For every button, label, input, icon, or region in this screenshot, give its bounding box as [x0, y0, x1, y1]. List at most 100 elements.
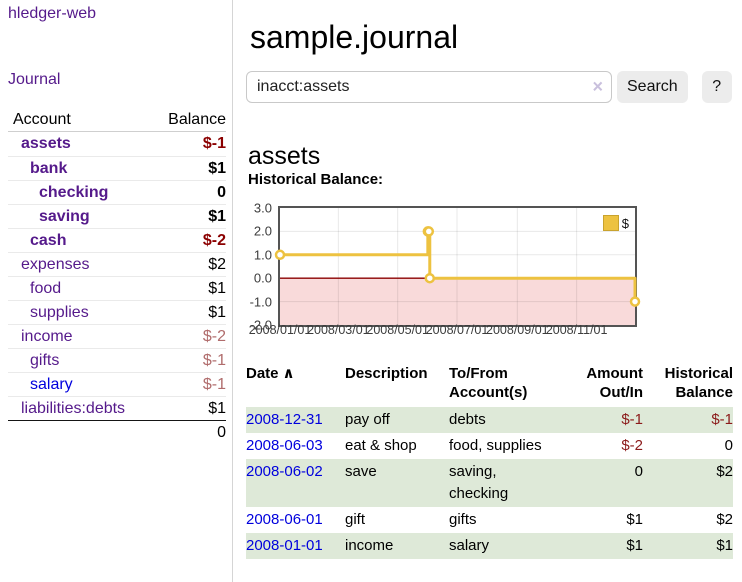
register-cell-description: pay off — [345, 407, 449, 433]
help-button[interactable]: ? — [702, 71, 732, 103]
account-link[interactable]: cash — [8, 232, 66, 250]
data-point — [425, 227, 433, 235]
register-col-historical: HistoricalBalance — [643, 362, 733, 407]
account-row-gifts: gifts $-1 — [8, 348, 226, 372]
account-link[interactable]: gifts — [8, 352, 59, 370]
account-balance: $1 — [208, 208, 226, 226]
account-balance: $-1 — [203, 135, 226, 153]
register-cell-accounts: saving, checking — [449, 459, 553, 507]
hledger-web-app: hledger-web Journal Account Balance asse… — [0, 0, 742, 582]
search-input[interactable] — [246, 71, 612, 103]
register-cell-description: save — [345, 459, 449, 507]
sidebar-item-journal[interactable]: Journal — [8, 71, 60, 89]
register-cell-balance: $-1 — [643, 407, 733, 433]
account-link[interactable]: food — [8, 280, 61, 298]
brand-link[interactable]: hledger-web — [8, 5, 96, 23]
register-cell-amount: $1 — [553, 533, 643, 559]
register-row: 2008-06-01giftgifts$1$2 — [246, 507, 733, 533]
account-balance: $1 — [208, 160, 226, 178]
account-link[interactable]: bank — [8, 160, 67, 178]
register-cell-accounts: gifts — [449, 507, 553, 533]
transaction-date-link[interactable]: 2008-06-02 — [246, 463, 323, 480]
legend-label: $ — [622, 216, 629, 231]
account-row-supplies: supplies $1 — [8, 300, 226, 324]
data-point — [631, 298, 639, 306]
x-axis-tick-label: 2008/09/01 — [486, 323, 549, 337]
register-cell-amount: $1 — [553, 507, 643, 533]
account-balance: $-1 — [203, 352, 226, 370]
transaction-date-link[interactable]: 2008-12-31 — [246, 411, 323, 428]
x-axis-tick-label: 2008/01/01 — [249, 323, 312, 337]
x-axis-tick-label: 2008/03/01 — [307, 323, 370, 337]
register-col-date[interactable]: Date∧ — [246, 362, 345, 407]
account-row-bank: bank $1 — [8, 156, 226, 180]
chart-legend: $ — [603, 215, 629, 231]
transaction-date-link[interactable]: 2008-01-01 — [246, 537, 323, 554]
account-row-salary: salary $-1 — [8, 372, 226, 396]
x-axis-tick-label: 2008/07/01 — [426, 323, 489, 337]
account-link[interactable]: saving — [8, 208, 90, 226]
account-balance: $-2 — [203, 328, 226, 346]
sidebar: hledger-web Journal Account Balance asse… — [0, 0, 233, 582]
search-button[interactable]: Search — [617, 71, 688, 103]
register-cell-description: eat & shop — [345, 433, 449, 459]
account-row-saving: saving $1 — [8, 204, 226, 228]
account-row-checking: checking 0 — [8, 180, 226, 204]
account-balance: $1 — [208, 280, 226, 298]
accounts-total-row: 0 — [8, 420, 226, 445]
data-point — [276, 251, 284, 259]
x-axis-tick-label: 2008/05/01 — [366, 323, 429, 337]
account-balance: $1 — [208, 400, 226, 418]
chart-title: Historical Balance: — [248, 171, 383, 188]
register-col-amount: AmountOut/In — [553, 362, 643, 407]
accounts-table: Account Balance assets $-1 bank $1 checking 0… — [8, 108, 226, 445]
account-link[interactable]: expenses — [8, 256, 90, 274]
account-heading: assets — [248, 142, 320, 171]
account-row-income: income $-2 — [8, 324, 226, 348]
clear-search-icon[interactable]: × — [592, 77, 603, 95]
transaction-date-link[interactable]: 2008-06-03 — [246, 437, 323, 454]
register-cell-amount: 0 — [553, 459, 643, 507]
account-link[interactable]: income — [8, 328, 73, 346]
account-balance: 0 — [217, 184, 226, 202]
accounts-col-account: Account — [13, 111, 71, 129]
accounts-rows: assets $-1 bank $1 checking 0 saving $1 cash $-2 e… — [8, 132, 226, 420]
accounts-total-value: 0 — [217, 424, 226, 442]
sort-ascending-icon: ∧ — [283, 365, 295, 382]
register-cell-description: gift — [345, 507, 449, 533]
y-axis-tick-label: -1.0 — [238, 294, 272, 309]
account-balance: $1 — [208, 304, 226, 322]
account-link[interactable]: salary — [8, 376, 73, 394]
register-row: 2008-06-03eat & shopfood, supplies$-20 — [246, 433, 733, 459]
account-row-assets: assets $-1 — [8, 132, 226, 156]
y-axis-tick-label: 2.0 — [238, 224, 272, 239]
account-link[interactable]: assets — [8, 135, 71, 153]
account-balance: $2 — [208, 256, 226, 274]
accounts-header: Account Balance — [8, 108, 226, 132]
register-cell-accounts: debts — [449, 407, 553, 433]
register-table: Date∧DescriptionTo/FromAccount(s)AmountO… — [246, 362, 733, 559]
register-cell-description: income — [345, 533, 449, 559]
transaction-date-link[interactable]: 2008-06-01 — [246, 511, 323, 528]
register-cell-balance: $2 — [643, 459, 733, 507]
search-wrap: × — [246, 71, 612, 103]
account-link[interactable]: supplies — [8, 304, 89, 322]
account-link[interactable]: checking — [8, 184, 108, 202]
account-row-food: food $1 — [8, 276, 226, 300]
legend-swatch-icon — [603, 215, 619, 231]
register-cell-accounts: salary — [449, 533, 553, 559]
account-balance: $-1 — [203, 376, 226, 394]
y-axis-tick-label: 3.0 — [238, 201, 272, 216]
register-row: 2008-12-31pay offdebts$-1$-1 — [246, 407, 733, 433]
accounts-col-balance: Balance — [168, 111, 226, 129]
register-cell-amount: $-2 — [553, 433, 643, 459]
register-cell-date: 2008-06-01 — [246, 507, 345, 533]
chart-canvas — [280, 208, 635, 325]
register-cell-accounts: food, supplies — [449, 433, 553, 459]
y-axis-tick-label: 0.0 — [238, 271, 272, 286]
search-row: × Search ? — [246, 71, 732, 103]
y-axis-tick-label: 1.0 — [238, 247, 272, 262]
account-link[interactable]: liabilities:debts — [8, 400, 125, 418]
account-row-expenses: expenses $2 — [8, 252, 226, 276]
register-cell-amount: $-1 — [553, 407, 643, 433]
